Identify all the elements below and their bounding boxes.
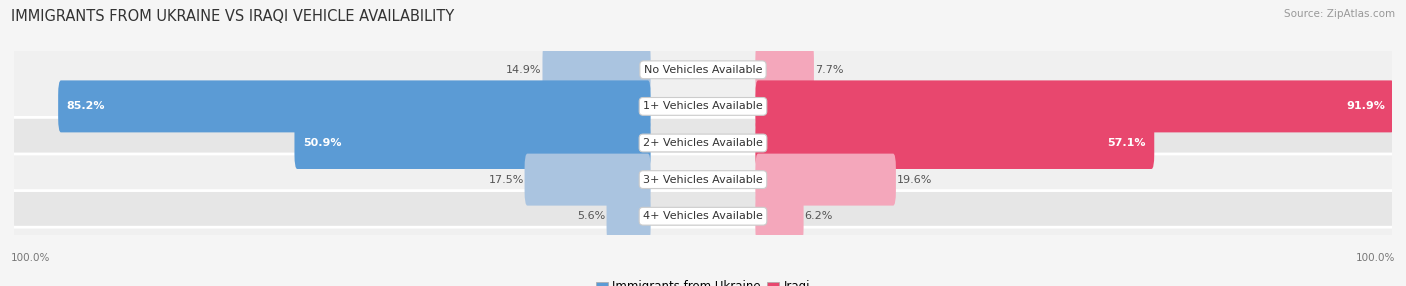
Legend: Immigrants from Ukraine, Iraqi: Immigrants from Ukraine, Iraqi bbox=[592, 276, 814, 286]
Text: 100.0%: 100.0% bbox=[1355, 253, 1395, 263]
Text: 1+ Vehicles Available: 1+ Vehicles Available bbox=[643, 102, 763, 111]
Text: 100.0%: 100.0% bbox=[11, 253, 51, 263]
Text: IMMIGRANTS FROM UKRAINE VS IRAQI VEHICLE AVAILABILITY: IMMIGRANTS FROM UKRAINE VS IRAQI VEHICLE… bbox=[11, 9, 454, 23]
FancyBboxPatch shape bbox=[543, 44, 651, 96]
FancyBboxPatch shape bbox=[606, 190, 651, 242]
Text: 14.9%: 14.9% bbox=[506, 65, 541, 75]
FancyBboxPatch shape bbox=[755, 190, 804, 242]
Text: 91.9%: 91.9% bbox=[1347, 102, 1386, 111]
FancyBboxPatch shape bbox=[8, 22, 1398, 117]
FancyBboxPatch shape bbox=[755, 154, 896, 206]
FancyBboxPatch shape bbox=[755, 117, 1154, 169]
FancyBboxPatch shape bbox=[755, 80, 1393, 132]
FancyBboxPatch shape bbox=[294, 117, 651, 169]
FancyBboxPatch shape bbox=[8, 59, 1398, 154]
Text: 2+ Vehicles Available: 2+ Vehicles Available bbox=[643, 138, 763, 148]
Text: No Vehicles Available: No Vehicles Available bbox=[644, 65, 762, 75]
Text: 3+ Vehicles Available: 3+ Vehicles Available bbox=[643, 175, 763, 184]
FancyBboxPatch shape bbox=[8, 96, 1398, 190]
Text: 57.1%: 57.1% bbox=[1108, 138, 1146, 148]
Text: 6.2%: 6.2% bbox=[804, 211, 832, 221]
Text: 5.6%: 5.6% bbox=[578, 211, 606, 221]
Text: 4+ Vehicles Available: 4+ Vehicles Available bbox=[643, 211, 763, 221]
FancyBboxPatch shape bbox=[8, 169, 1398, 264]
Text: 17.5%: 17.5% bbox=[488, 175, 524, 184]
Text: 7.7%: 7.7% bbox=[814, 65, 844, 75]
FancyBboxPatch shape bbox=[8, 132, 1398, 227]
FancyBboxPatch shape bbox=[58, 80, 651, 132]
Text: Source: ZipAtlas.com: Source: ZipAtlas.com bbox=[1284, 9, 1395, 19]
FancyBboxPatch shape bbox=[755, 44, 814, 96]
Text: 50.9%: 50.9% bbox=[302, 138, 342, 148]
Text: 19.6%: 19.6% bbox=[897, 175, 932, 184]
Text: 85.2%: 85.2% bbox=[66, 102, 105, 111]
FancyBboxPatch shape bbox=[524, 154, 651, 206]
